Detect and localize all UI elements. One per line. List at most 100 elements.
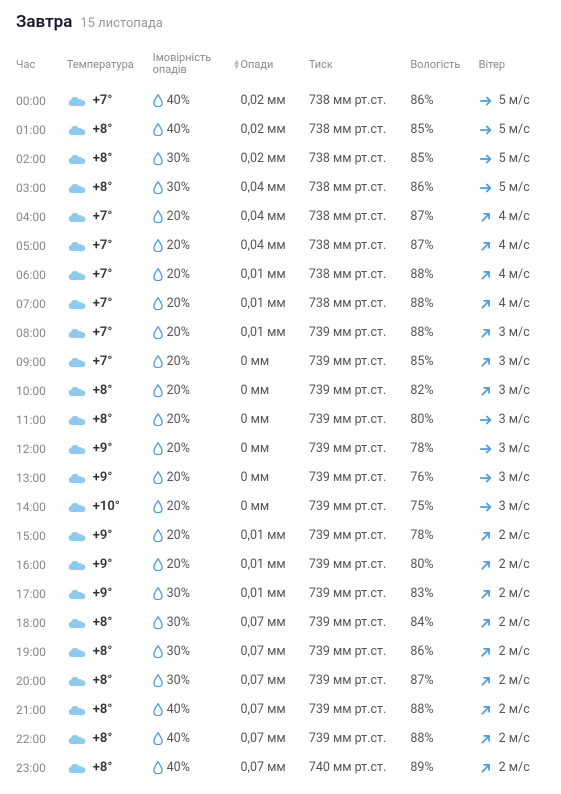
cell-temperature: +7° (67, 238, 153, 253)
cell-humidity: 78% (410, 441, 478, 456)
col-header-time: Час (16, 58, 67, 71)
cell-wind: 3 м/с (479, 470, 545, 485)
col-header-humidity: Вологість (410, 58, 478, 71)
cell-precip-prob: 20% (153, 557, 241, 572)
wind-value: 4 м/с (499, 238, 530, 253)
cloud-icon (67, 529, 87, 543)
cloud-icon (67, 123, 87, 137)
table-body: 00:00 +7° 40% 0,02 мм 738 мм рт.ст. 86% … (16, 86, 545, 782)
cell-temperature: +9° (67, 528, 153, 543)
drop-icon (153, 413, 163, 426)
cell-wind: 2 м/с (479, 673, 545, 688)
precip-prob-value: 30% (167, 615, 190, 630)
cell-precip: 0,04 мм (240, 180, 308, 195)
wind-arrow-icon (479, 210, 493, 224)
wind-arrow-icon (479, 732, 493, 746)
cell-temperature: +8° (67, 122, 153, 137)
wind-arrow-icon (479, 239, 493, 253)
cell-time: 15:00 (16, 529, 67, 543)
cell-temperature: +7° (67, 209, 153, 224)
cell-precip: 0,01 мм (240, 296, 308, 311)
table-row: 12:00 +9° 20% 0 мм 739 мм рт.ст. 78% 3 м… (16, 434, 545, 463)
cloud-icon (67, 732, 87, 746)
cell-wind: 4 м/с (479, 296, 545, 311)
cloud-icon (67, 674, 87, 688)
cell-time: 21:00 (16, 703, 67, 717)
wind-value: 5 м/с (499, 180, 530, 195)
cell-pressure: 739 мм рт.ст. (309, 731, 411, 746)
temperature-value: +7° (93, 238, 113, 253)
cell-wind: 2 м/с (479, 528, 545, 543)
cell-precip-prob: 30% (153, 586, 241, 601)
wind-arrow-icon (479, 181, 493, 195)
cell-pressure: 739 мм рт.ст. (309, 383, 411, 398)
cell-precip-prob: 20% (153, 354, 241, 369)
table-row: 15:00 +9° 20% 0,01 мм 739 мм рт.ст. 78% … (16, 521, 545, 550)
cell-pressure: 739 мм рт.ст. (309, 644, 411, 659)
precip-prob-label: Імовірність опадів (153, 52, 229, 76)
wind-arrow-icon (479, 616, 493, 630)
cloud-icon (67, 500, 87, 514)
cell-pressure: 739 мм рт.ст. (309, 615, 411, 630)
wind-value: 2 м/с (499, 586, 530, 601)
cell-temperature: +8° (67, 673, 153, 688)
temperature-value: +8° (93, 180, 113, 195)
wind-arrow-icon (479, 326, 493, 340)
temperature-value: +10° (93, 499, 120, 514)
table-row: 06:00 +7° 20% 0,01 мм 738 мм рт.ст. 88% … (16, 260, 545, 289)
temperature-value: +8° (93, 122, 113, 137)
precip-prob-value: 30% (167, 644, 190, 659)
cell-time: 16:00 (16, 558, 67, 572)
cell-wind: 3 м/с (479, 325, 545, 340)
cell-precip-prob: 20% (153, 267, 241, 282)
cell-precip-prob: 40% (153, 93, 241, 108)
drop-icon (153, 181, 163, 194)
cloud-icon (67, 384, 87, 398)
cell-time: 13:00 (16, 471, 67, 485)
cell-precip: 0 мм (240, 499, 308, 514)
cell-humidity: 88% (410, 325, 478, 340)
cell-precip: 0 мм (240, 383, 308, 398)
cell-wind: 5 м/с (479, 151, 545, 166)
cell-precip-prob: 20% (153, 383, 241, 398)
precip-prob-value: 30% (167, 673, 190, 688)
table-row: 17:00 +9° 30% 0,01 мм 739 мм рт.ст. 83% … (16, 579, 545, 608)
wind-value: 5 м/с (499, 151, 530, 166)
table-row: 09:00 +7° 20% 0 мм 739 мм рт.ст. 85% 3 м… (16, 347, 545, 376)
cell-time: 03:00 (16, 181, 67, 195)
temperature-value: +7° (93, 296, 113, 311)
cell-humidity: 87% (410, 673, 478, 688)
wind-value: 2 м/с (499, 702, 530, 717)
cell-precip: 0,02 мм (240, 93, 308, 108)
cell-time: 18:00 (16, 616, 67, 630)
drop-icon (153, 616, 163, 629)
cell-temperature: +8° (67, 615, 153, 630)
cell-precip-prob: 20% (153, 499, 241, 514)
cell-pressure: 738 мм рт.ст. (309, 180, 411, 195)
wind-value: 2 м/с (499, 673, 530, 688)
temperature-value: +8° (93, 673, 113, 688)
cell-time: 20:00 (16, 674, 67, 688)
table-row: 14:00 +10° 20% 0 мм 739 мм рт.ст. 75% 3 … (16, 492, 545, 521)
cloud-icon (67, 645, 87, 659)
cell-wind: 2 м/с (479, 731, 545, 746)
cell-pressure: 738 мм рт.ст. (309, 93, 411, 108)
cloud-icon (67, 616, 87, 630)
table-row: 01:00 +8° 40% 0,02 мм 738 мм рт.ст. 85% … (16, 115, 545, 144)
cell-precip-prob: 30% (153, 673, 241, 688)
cell-pressure: 738 мм рт.ст. (309, 151, 411, 166)
temperature-value: +7° (93, 93, 113, 108)
wind-value: 3 м/с (499, 441, 530, 456)
cell-precip: 0,01 мм (240, 528, 308, 543)
cell-humidity: 86% (410, 180, 478, 195)
cell-precip-prob: 30% (153, 615, 241, 630)
cloud-icon (67, 326, 87, 340)
cell-wind: 5 м/с (479, 93, 545, 108)
col-header-wind: Вітер (479, 58, 545, 71)
wind-value: 4 м/с (499, 296, 530, 311)
col-header-precip-prob[interactable]: Імовірність опадів ▲▼ (153, 52, 241, 76)
wind-arrow-icon (479, 123, 493, 137)
cell-time: 22:00 (16, 732, 67, 746)
drop-icon (153, 297, 163, 310)
cell-precip: 0,01 мм (240, 325, 308, 340)
